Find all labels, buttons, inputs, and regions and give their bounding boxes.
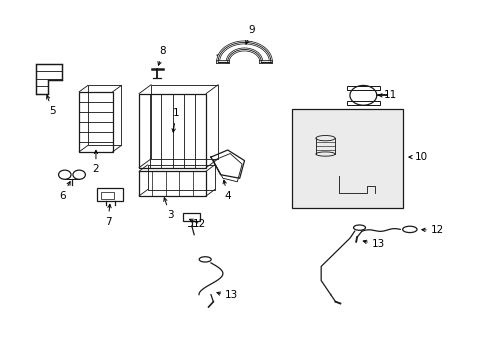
Bar xyxy=(346,86,379,90)
Text: 11: 11 xyxy=(383,90,396,100)
Text: 10: 10 xyxy=(414,152,427,162)
Text: 5: 5 xyxy=(46,95,56,116)
Text: 8: 8 xyxy=(158,46,166,65)
Text: 7: 7 xyxy=(104,204,111,227)
Bar xyxy=(346,101,379,105)
Text: 13: 13 xyxy=(371,239,384,248)
Text: 13: 13 xyxy=(224,290,237,300)
Bar xyxy=(97,188,123,201)
Bar xyxy=(292,109,402,208)
Text: 4: 4 xyxy=(223,180,230,201)
Text: 3: 3 xyxy=(163,198,173,220)
Text: 6: 6 xyxy=(59,182,70,201)
Text: 9: 9 xyxy=(245,25,254,44)
Text: 12: 12 xyxy=(193,219,206,229)
Bar xyxy=(183,213,200,221)
Text: 12: 12 xyxy=(429,225,443,235)
Text: 1: 1 xyxy=(172,108,179,132)
Bar xyxy=(101,192,114,199)
Text: 2: 2 xyxy=(92,150,99,174)
